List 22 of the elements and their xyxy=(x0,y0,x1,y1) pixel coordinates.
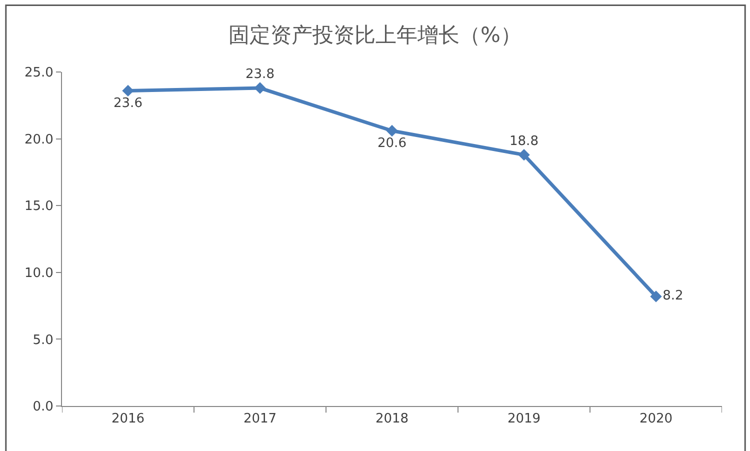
x-tick-label: 2017 xyxy=(243,412,277,427)
chart-title: 固定资产投资比上年增长（%） xyxy=(228,22,522,47)
x-tick-label: 2018 xyxy=(375,412,409,427)
point xyxy=(518,148,530,161)
data-label: 23.8 xyxy=(246,67,274,82)
point xyxy=(122,84,134,97)
y-tick-label: 5.0 xyxy=(32,332,54,348)
point xyxy=(650,290,662,302)
y-tick-label: 15.0 xyxy=(24,199,54,214)
y-tick-label: 20.0 xyxy=(24,132,54,148)
data-label: 20.6 xyxy=(378,136,406,152)
y-tick-label: 25.0 xyxy=(24,66,54,81)
y-tick-label: 10.0 xyxy=(24,266,54,281)
data-label: 18.8 xyxy=(510,134,538,149)
x-tick-label: 2019 xyxy=(507,412,541,427)
point xyxy=(386,124,398,137)
data-label: 8.2 xyxy=(662,288,684,304)
data-label: 23.6 xyxy=(114,96,142,112)
point xyxy=(254,82,266,94)
x-tick-label: 2016 xyxy=(111,412,145,427)
y-tick-label: 0.0 xyxy=(32,400,54,415)
x-tick-label: 2020 xyxy=(639,412,673,427)
